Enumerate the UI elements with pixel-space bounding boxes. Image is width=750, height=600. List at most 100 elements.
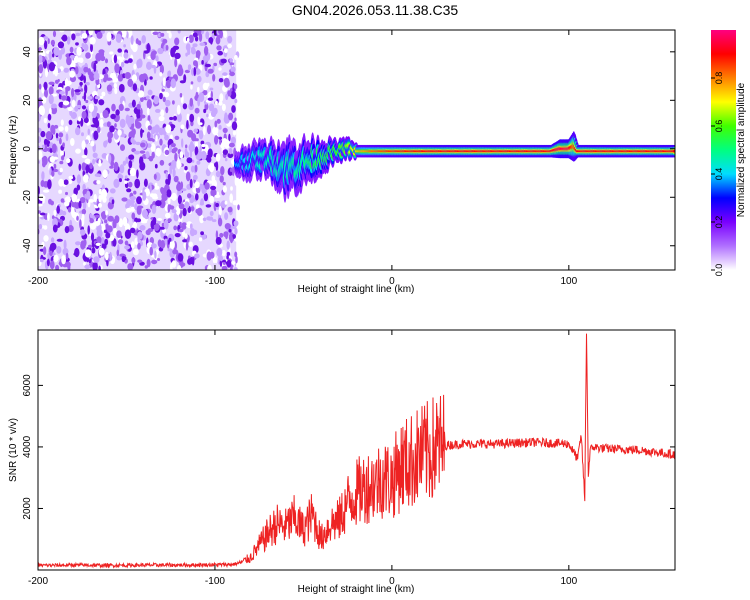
noise-speckle xyxy=(231,260,236,266)
noise-speckle xyxy=(181,224,187,230)
noise-speckle xyxy=(132,248,139,256)
noise-speckle xyxy=(216,118,221,124)
noise-speckle xyxy=(198,237,203,242)
noise-speckle xyxy=(123,52,129,59)
noise-speckle xyxy=(197,116,201,125)
noise-speckle xyxy=(124,107,130,112)
noise-speckle xyxy=(170,143,176,148)
noise-speckle xyxy=(199,214,205,224)
noise-speckle xyxy=(176,112,182,123)
noise-speckle xyxy=(190,84,193,90)
noise-speckle xyxy=(200,140,205,145)
noise-speckle xyxy=(215,100,218,106)
noise-speckle xyxy=(166,189,172,198)
colorbar-tick-label: 0.4 xyxy=(714,168,724,181)
noise-speckle xyxy=(147,115,151,123)
noise-speckle xyxy=(217,217,223,227)
noise-speckle xyxy=(216,247,223,257)
noise-speckle xyxy=(159,226,166,230)
noise-speckle xyxy=(137,242,141,250)
noise-speckle xyxy=(79,57,84,64)
noise-speckle xyxy=(218,67,222,71)
noise-speckle xyxy=(127,58,133,63)
noise-speckle xyxy=(43,81,48,91)
noise-speckle xyxy=(83,262,86,266)
noise-speckle xyxy=(145,229,151,236)
noise-speckle xyxy=(225,233,228,240)
noise-speckle xyxy=(230,66,236,73)
noise-speckle xyxy=(226,251,231,256)
noise-speckle xyxy=(124,180,128,184)
noise-speckle xyxy=(218,136,222,140)
noise-speckle xyxy=(183,74,187,83)
noise-speckle xyxy=(218,206,222,216)
noise-speckle xyxy=(203,108,207,114)
noise-speckle xyxy=(195,154,202,160)
noise-speckle xyxy=(87,96,93,100)
noise-speckle xyxy=(228,133,231,142)
noise-speckle xyxy=(191,133,197,142)
noise-speckle xyxy=(163,219,169,230)
noise-speckle xyxy=(43,225,48,230)
noise-speckle xyxy=(63,239,67,250)
spectrogram-y-tick-label: -40 xyxy=(22,238,33,253)
noise-speckle xyxy=(198,130,204,140)
noise-speckle xyxy=(96,228,103,238)
noise-speckle xyxy=(96,236,102,244)
noise-speckle xyxy=(174,52,181,60)
spectrogram-x-tick-label: -200 xyxy=(28,276,48,287)
noise-speckle xyxy=(79,219,82,229)
noise-speckle xyxy=(114,215,120,224)
noise-speckle xyxy=(212,107,218,115)
noise-speckle xyxy=(69,46,74,53)
noise-speckle xyxy=(59,137,62,145)
noise-speckle xyxy=(194,181,200,189)
noise-speckle xyxy=(139,156,144,166)
noise-speckle xyxy=(67,207,72,213)
noise-speckle xyxy=(125,156,129,164)
noise-speckle xyxy=(87,244,93,249)
noise-speckle xyxy=(190,81,194,85)
noise-speckle xyxy=(232,130,237,136)
noise-speckle xyxy=(141,35,146,44)
noise-speckle xyxy=(145,151,150,159)
noise-speckle xyxy=(136,205,142,215)
noise-speckle xyxy=(98,265,101,270)
noise-speckle xyxy=(197,86,200,93)
noise-speckle xyxy=(157,47,164,55)
noise-speckle xyxy=(53,254,59,263)
noise-speckle xyxy=(124,72,131,79)
noise-speckle xyxy=(228,147,233,155)
noise-speckle xyxy=(105,210,108,216)
noise-speckle xyxy=(234,227,238,235)
noise-speckle xyxy=(115,109,120,116)
noise-speckle xyxy=(38,54,43,64)
noise-speckle xyxy=(119,118,126,128)
noise-speckle xyxy=(211,175,216,183)
noise-speckle xyxy=(110,113,116,120)
noise-speckle xyxy=(194,107,200,114)
noise-speckle xyxy=(189,113,195,123)
noise-speckle xyxy=(233,267,238,270)
noise-speckle xyxy=(55,264,60,270)
noise-speckle xyxy=(60,95,68,101)
noise-speckle xyxy=(214,120,218,128)
noise-speckle xyxy=(59,30,65,33)
noise-speckle xyxy=(84,249,92,258)
noise-speckle xyxy=(158,127,164,136)
noise-speckle xyxy=(227,35,233,44)
noise-speckle xyxy=(234,98,238,104)
noise-speckle xyxy=(226,259,232,268)
noise-speckle xyxy=(75,42,79,46)
noise-speckle xyxy=(79,197,86,204)
noise-speckle xyxy=(167,248,173,252)
noise-speckle xyxy=(197,75,202,83)
noise-speckle xyxy=(208,37,214,44)
noise-speckle xyxy=(202,89,208,96)
noise-speckle xyxy=(149,193,156,198)
noise-speckle xyxy=(71,207,75,217)
noise-speckle xyxy=(56,238,63,242)
noise-speckle xyxy=(94,214,100,218)
noise-speckle xyxy=(180,181,184,190)
noise-speckle xyxy=(104,140,108,145)
